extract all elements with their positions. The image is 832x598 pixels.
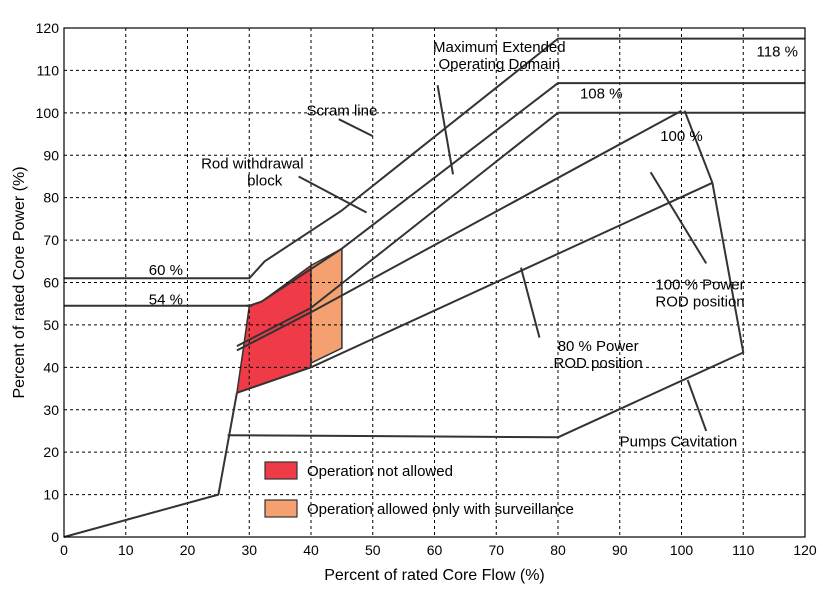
x-tick-label-7: 70 <box>488 542 504 558</box>
x-tick-label-3: 30 <box>241 542 257 558</box>
x-axis-title: Percent of rated Core Flow (%) <box>324 567 545 584</box>
annotation-5: Scram line <box>306 103 377 120</box>
legend-label-0: Operation not allowed <box>307 463 453 480</box>
annotation-9: 54 % <box>149 291 183 308</box>
x-tick-label-11: 110 <box>732 542 755 558</box>
annotation-8: 60 % <box>149 262 183 279</box>
x-tick-label-8: 80 <box>550 542 566 558</box>
y-axis-title: Percent of rated Core Power (%) <box>11 166 28 398</box>
leader-line-1 <box>298 175 368 214</box>
annotation-0: Maximum Extended <box>433 39 566 56</box>
y-tick-label-3: 30 <box>43 402 59 418</box>
annotation-6: Rod withdrawal <box>201 156 304 173</box>
y-tick-label-8: 80 <box>43 190 59 206</box>
ticks-layer: 0 10 20 30 40 50 60 70 80 90 100 110 120 0 10 20 30 40 50 6… <box>36 20 817 558</box>
annotation-13: ROD position <box>554 355 643 372</box>
leader-line-4 <box>519 267 541 338</box>
y-tick-label-12: 120 <box>36 20 60 36</box>
legend-label-1: Operation allowed only with surveillance <box>307 501 574 518</box>
x-tick-label-6: 60 <box>427 542 443 558</box>
series-line-6 <box>236 181 713 394</box>
lines-layer <box>63 37 805 538</box>
series-line-7 <box>236 109 682 352</box>
annotation-10: 100 % Power <box>655 277 744 294</box>
y-tick-label-2: 20 <box>43 444 59 460</box>
legend: Operation not allowed Operation allowed o… <box>264 461 574 518</box>
x-tick-label-12: 120 <box>793 542 817 558</box>
y-tick-label-1: 10 <box>43 487 59 503</box>
series-line-2 <box>64 37 805 280</box>
y-tick-label-0: 0 <box>51 529 59 545</box>
annotation-4: 100 % <box>660 128 703 145</box>
series-line-4 <box>236 111 805 347</box>
x-tick-label-9: 90 <box>612 542 628 558</box>
leader-line-5 <box>686 379 708 432</box>
x-tick-label-5: 50 <box>365 542 381 558</box>
y-tick-label-10: 100 <box>36 105 60 121</box>
y-tick-label-5: 50 <box>43 317 59 333</box>
annotation-12: 80 % Power <box>558 338 639 355</box>
region-0 <box>235 264 312 394</box>
leader-layer <box>298 85 708 432</box>
x-tick-label-1: 10 <box>118 542 134 558</box>
legend-swatch-0 <box>264 461 298 480</box>
annotation-7: block <box>247 173 283 190</box>
leader-line-0 <box>338 118 374 138</box>
x-tick-label-2: 20 <box>180 542 196 558</box>
leader-line-2 <box>436 85 455 175</box>
x-tick-label-0: 0 <box>60 542 68 558</box>
legend-swatch-1 <box>264 499 298 518</box>
annotation-11: ROD position <box>655 294 744 311</box>
x-tick-label-4: 40 <box>303 542 319 558</box>
series-line-1 <box>227 110 745 439</box>
y-tick-label-11: 110 <box>37 62 60 78</box>
y-tick-label-9: 90 <box>43 147 59 163</box>
regions-layer <box>235 247 343 394</box>
y-tick-label-7: 70 <box>43 232 59 248</box>
annotation-3: 108 % <box>580 86 623 103</box>
y-tick-label-4: 40 <box>43 359 59 375</box>
annotation-14: Pumps Cavitation <box>620 434 738 451</box>
leader-line-3 <box>649 171 708 264</box>
series-line-0 <box>63 392 238 538</box>
plot-frame <box>63 27 806 538</box>
series-line-3 <box>64 82 805 307</box>
y-tick-label-6: 60 <box>43 275 59 291</box>
x-tick-label-10: 100 <box>670 542 694 558</box>
annotation-2: 118 % <box>757 43 798 60</box>
annotation-1: Operating Domain <box>438 56 560 73</box>
